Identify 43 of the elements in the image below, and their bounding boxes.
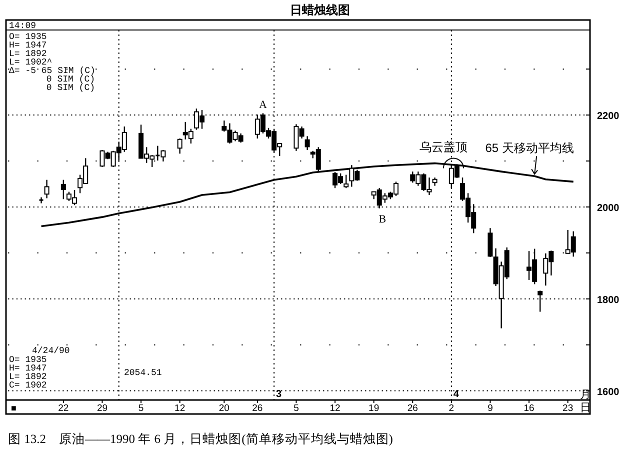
annotation: 乌云盖顶 bbox=[419, 140, 468, 154]
ytick: 1800 bbox=[597, 294, 620, 306]
xtick: 26 bbox=[407, 403, 418, 414]
xtick: 23 bbox=[562, 403, 574, 414]
annotation: 4/24/90 bbox=[32, 346, 70, 356]
ytick: 2000 bbox=[597, 202, 620, 214]
xtick: 5 bbox=[294, 403, 299, 414]
annotation: H= 1947 bbox=[9, 40, 47, 50]
annotation: A bbox=[259, 99, 267, 112]
annotation: 图 13.2 原油——1990 年 6 月，日蜡烛图(简单移动平均线与蜡烛图) bbox=[8, 432, 393, 446]
series-label: 65 天移动平均线 bbox=[485, 141, 574, 156]
annotation: 日 bbox=[580, 403, 591, 415]
xtick: 9 bbox=[488, 403, 493, 414]
annotation: B bbox=[378, 213, 386, 226]
xtick: 22 bbox=[58, 403, 69, 414]
annotation: 14:09 bbox=[9, 21, 36, 31]
ref-line-label: 4 bbox=[453, 389, 460, 400]
xtick: 2 bbox=[448, 403, 454, 414]
xtick: 29 bbox=[96, 403, 108, 414]
xtick: 12 bbox=[174, 403, 186, 414]
annotation: L= 1892 bbox=[9, 49, 47, 59]
ytick: 2200 bbox=[597, 111, 620, 122]
annotation: C= 1902 bbox=[9, 380, 47, 390]
xtick: 12 bbox=[330, 403, 340, 414]
ref-line-label: 3 bbox=[276, 389, 282, 400]
annotation: O= 1935 bbox=[9, 355, 47, 365]
annotation: 0 SIM (C) bbox=[46, 74, 95, 84]
annotation: O= 1935 bbox=[9, 32, 47, 42]
annotation: L= 1902^ bbox=[9, 58, 52, 68]
annotation: H= 1947 bbox=[9, 364, 47, 374]
annotation: 0 SIM (C) bbox=[46, 83, 95, 93]
xtick: 16 bbox=[524, 403, 534, 414]
xtick: 26 bbox=[252, 403, 263, 414]
xtick: 5 bbox=[138, 403, 144, 414]
annotation: 2054.51 bbox=[124, 368, 162, 378]
annotation: 月 bbox=[580, 390, 591, 402]
xtick: 19 bbox=[368, 403, 380, 414]
annotation: Δ= -5 65 SIM (C) bbox=[9, 66, 96, 76]
annotation: L= 1892 bbox=[9, 372, 47, 382]
ytick: 1600 bbox=[597, 386, 620, 398]
xtick: 20 bbox=[218, 403, 230, 414]
annotation: ■ bbox=[11, 404, 16, 414]
title: 日蜡烛线图 bbox=[290, 3, 350, 17]
